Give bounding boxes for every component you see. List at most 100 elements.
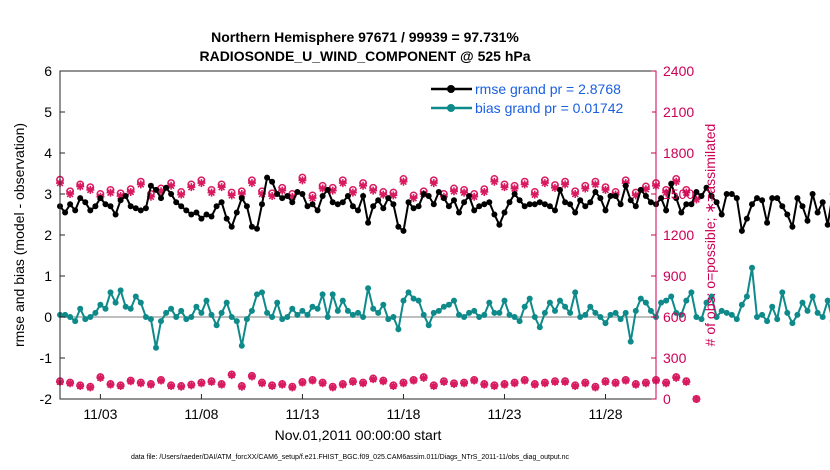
obs-assimilated-marker: [510, 184, 519, 193]
y-tick-label-left: 0: [44, 309, 52, 325]
rmse-point: [567, 201, 574, 208]
bias-point: [789, 320, 796, 327]
bias-point: [506, 311, 513, 318]
bias-point: [774, 316, 781, 323]
rmse-point: [663, 207, 670, 214]
rmse-point: [385, 195, 392, 202]
bias-point: [759, 311, 766, 318]
obs-assimilated-marker: [662, 188, 671, 197]
rmse-point: [552, 207, 558, 214]
obs-assimilated-marker: [379, 190, 388, 199]
rmse-point: [728, 191, 735, 197]
x-tick-label: 11/13: [285, 406, 319, 422]
rmse-point: [82, 199, 89, 206]
rmse-point: [158, 195, 164, 202]
bias-point: [451, 297, 457, 304]
obs-assimilated-marker: [692, 195, 701, 204]
rmse-point: [304, 203, 311, 210]
obs-assimilated-marker: [631, 191, 640, 200]
rmse-point: [743, 215, 750, 222]
rmse-point: [153, 186, 159, 193]
obs-assimilated-marker: [540, 379, 549, 388]
bias-point: [764, 318, 771, 325]
bias-point: [415, 297, 422, 304]
rmse-point: [779, 203, 786, 210]
rmse-point: [617, 201, 624, 208]
obs-assimilated-marker: [490, 382, 499, 391]
y-tick-label-right: 300: [663, 350, 687, 366]
rmse-point: [718, 211, 725, 218]
obs-assimilated-marker: [157, 187, 166, 196]
rmse-point: [769, 195, 776, 202]
rmse-point: [688, 201, 695, 208]
y-axis-label-right: # of obs: o=possible; ∗=assimilated: [702, 124, 718, 347]
obs-assimilated-marker: [561, 377, 570, 386]
bias-point: [526, 295, 533, 302]
rmse-point: [612, 193, 619, 199]
bias-point: [728, 311, 735, 318]
y-tick-label-left: 4: [44, 145, 52, 161]
rmse-point: [461, 199, 468, 206]
obs-assimilated-marker: [116, 382, 125, 391]
bias-point: [147, 316, 154, 323]
obs-assimilated-marker: [530, 190, 539, 199]
rmse-point: [248, 223, 255, 230]
bias-point: [203, 297, 210, 304]
rmse-point: [445, 203, 452, 210]
bias-point: [481, 311, 488, 318]
rmse-point: [218, 199, 225, 206]
rmse-point: [410, 205, 417, 212]
obs-assimilated-marker: [318, 184, 327, 193]
y-tick-label-right: 2100: [663, 104, 694, 120]
bias-point: [360, 314, 367, 320]
rmse-point: [324, 186, 331, 193]
rmse-point: [764, 219, 771, 226]
obs-assimilated-marker: [409, 194, 418, 203]
rmse-point: [749, 201, 755, 208]
bias-point: [708, 293, 715, 300]
rmse-point: [516, 197, 523, 204]
obs-assimilated-marker: [530, 380, 539, 389]
bias-point: [521, 303, 528, 310]
rmse-point: [541, 201, 548, 208]
x-tick-label: 11/23: [487, 406, 521, 422]
rmse-point: [451, 197, 457, 204]
rmse-point: [370, 203, 377, 210]
bias-point: [183, 316, 190, 323]
bias-point: [72, 318, 79, 325]
bias-point: [188, 314, 195, 320]
rmse-point: [259, 201, 265, 208]
obs-assimilated-marker: [338, 380, 347, 389]
rmse-point: [809, 191, 816, 197]
bias-point: [178, 307, 185, 314]
rmse-point: [637, 186, 644, 193]
rmse-point: [284, 193, 291, 199]
obs-assimilated-marker: [278, 380, 287, 389]
obs-assimilated-marker: [167, 382, 176, 391]
y-tick-label-right: 1200: [663, 227, 694, 243]
bias-point: [92, 309, 99, 316]
obs-assimilated-marker: [449, 379, 458, 388]
obs-assimilated-marker: [631, 380, 640, 389]
bias-point: [779, 289, 786, 296]
y-tick-label-right: 0: [663, 391, 671, 407]
bias-point: [673, 309, 680, 316]
bias-point: [718, 307, 725, 314]
obs-assimilated-marker: [278, 186, 287, 195]
bias-point: [355, 309, 361, 316]
obs-assimilated-marker: [581, 184, 590, 193]
obs-assimilated-marker: [389, 382, 398, 391]
bias-point: [67, 314, 74, 320]
obs-assimilated-marker: [359, 181, 368, 190]
obs-assimilated-marker: [682, 188, 691, 197]
bias-point: [678, 311, 685, 318]
bias-point: [602, 320, 609, 327]
bias-point: [668, 293, 675, 300]
rmse-point: [723, 191, 730, 197]
bias-point: [647, 307, 654, 314]
rmse-point: [365, 219, 372, 226]
obs-assimilated-marker: [550, 183, 559, 192]
obs-assimilated-marker: [641, 379, 650, 388]
bias-point: [622, 309, 629, 316]
rmse-point: [344, 193, 351, 199]
